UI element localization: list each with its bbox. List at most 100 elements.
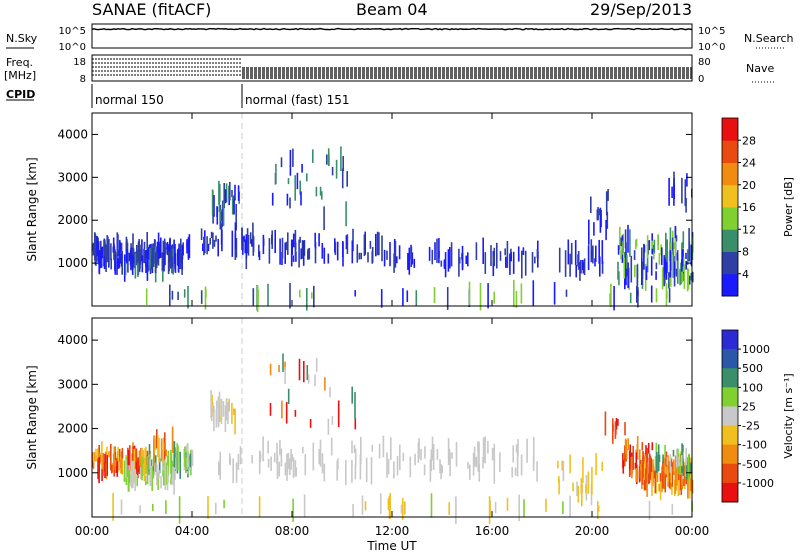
data-cell — [204, 230, 206, 254]
data-cell — [126, 249, 128, 263]
data-cell — [112, 462, 114, 473]
data-cell — [319, 439, 322, 467]
data-cell — [358, 252, 361, 260]
data-cell — [643, 243, 645, 270]
data-cell — [276, 455, 279, 480]
data-cell — [651, 240, 653, 249]
data-cell — [582, 457, 584, 483]
data-cell — [141, 239, 143, 262]
data-cell — [440, 464, 442, 480]
data-cell — [306, 365, 309, 381]
data-cell — [658, 253, 661, 265]
colorbar-swatch — [722, 463, 738, 484]
data-cell — [601, 461, 603, 471]
data-cell — [323, 247, 326, 264]
data-cell — [233, 198, 235, 215]
data-cell — [181, 244, 184, 260]
data-cell — [489, 501, 491, 516]
data-cell — [298, 239, 300, 268]
data-cell — [687, 453, 690, 482]
noise-tick-left-lo: 10^0 — [59, 42, 86, 53]
data-cell — [360, 437, 362, 464]
data-cell — [143, 249, 146, 264]
data-cell — [671, 472, 674, 487]
data-cell — [402, 288, 404, 306]
data-cell — [179, 250, 182, 269]
data-cell — [361, 495, 364, 515]
data-cell — [276, 442, 278, 464]
data-cell — [351, 386, 353, 404]
data-cell — [324, 377, 326, 391]
data-cell — [645, 468, 647, 483]
data-cell — [633, 250, 636, 260]
data-cell — [113, 446, 116, 463]
data-cell — [669, 477, 672, 490]
data-cell — [657, 444, 660, 472]
freq-tick-hi: 18 — [73, 57, 86, 68]
data-cell — [532, 457, 535, 471]
data-cell — [504, 248, 506, 256]
colorbar-tick-label: 20 — [742, 179, 756, 192]
data-cell — [256, 285, 259, 313]
data-cell — [671, 237, 674, 251]
data-cell — [620, 237, 623, 247]
data-cell — [231, 196, 234, 215]
data-cell — [371, 444, 374, 452]
data-cell — [536, 461, 538, 482]
data-cell — [218, 180, 220, 205]
data-cell — [278, 365, 280, 372]
data-cell — [680, 455, 683, 467]
data-cell — [163, 238, 166, 256]
data-cell — [390, 437, 392, 461]
data-cell — [318, 233, 320, 247]
data-cell — [450, 242, 453, 267]
data-cell — [398, 245, 401, 260]
data-cell — [292, 255, 295, 262]
data-cell — [668, 272, 670, 289]
data-cell — [296, 172, 299, 190]
data-cell — [512, 445, 514, 463]
data-cell — [582, 262, 585, 274]
data-cell — [604, 411, 607, 436]
data-cell — [270, 456, 272, 471]
nsky-trace — [91, 27, 693, 31]
data-cell — [299, 180, 301, 195]
data-cell — [295, 251, 297, 262]
data-cell — [215, 409, 218, 428]
data-cell — [243, 235, 245, 242]
data-cell — [351, 240, 354, 264]
data-cell — [614, 421, 617, 439]
data-cell — [136, 257, 138, 266]
data-cell — [400, 504, 403, 514]
data-cell — [342, 156, 344, 171]
data-cell — [619, 226, 621, 251]
colorbar-swatch — [722, 368, 738, 388]
data-cell — [228, 398, 230, 412]
data-cell — [662, 461, 664, 489]
data-cell — [682, 256, 685, 272]
data-cell — [172, 466, 174, 486]
data-cell — [658, 483, 660, 492]
data-cell — [110, 258, 112, 270]
y-tick-label: 1000 — [57, 256, 88, 270]
data-cell — [151, 466, 153, 491]
data-cell — [331, 416, 334, 425]
station-title: SANAE (fitACF) — [92, 0, 212, 19]
data-cell — [306, 173, 308, 182]
data-cell — [186, 239, 188, 254]
data-cell — [227, 402, 229, 425]
data-cell — [681, 264, 683, 283]
data-cell — [155, 436, 157, 450]
heatmap-panels: 1000 2000 3000 4000 Slant Range [km] 4 8 12 16 20… — [25, 112, 795, 553]
data-cell — [565, 289, 568, 297]
data-cell — [646, 448, 649, 474]
data-cell — [572, 482, 574, 492]
data-cell — [562, 460, 565, 481]
colorbar-swatch — [722, 387, 738, 407]
data-cell — [621, 240, 623, 255]
data-cell — [577, 485, 580, 503]
data-cell — [125, 242, 128, 253]
data-cell — [204, 286, 207, 310]
colorbar-tick-label: 1000 — [742, 343, 770, 356]
data-cell — [354, 418, 357, 430]
